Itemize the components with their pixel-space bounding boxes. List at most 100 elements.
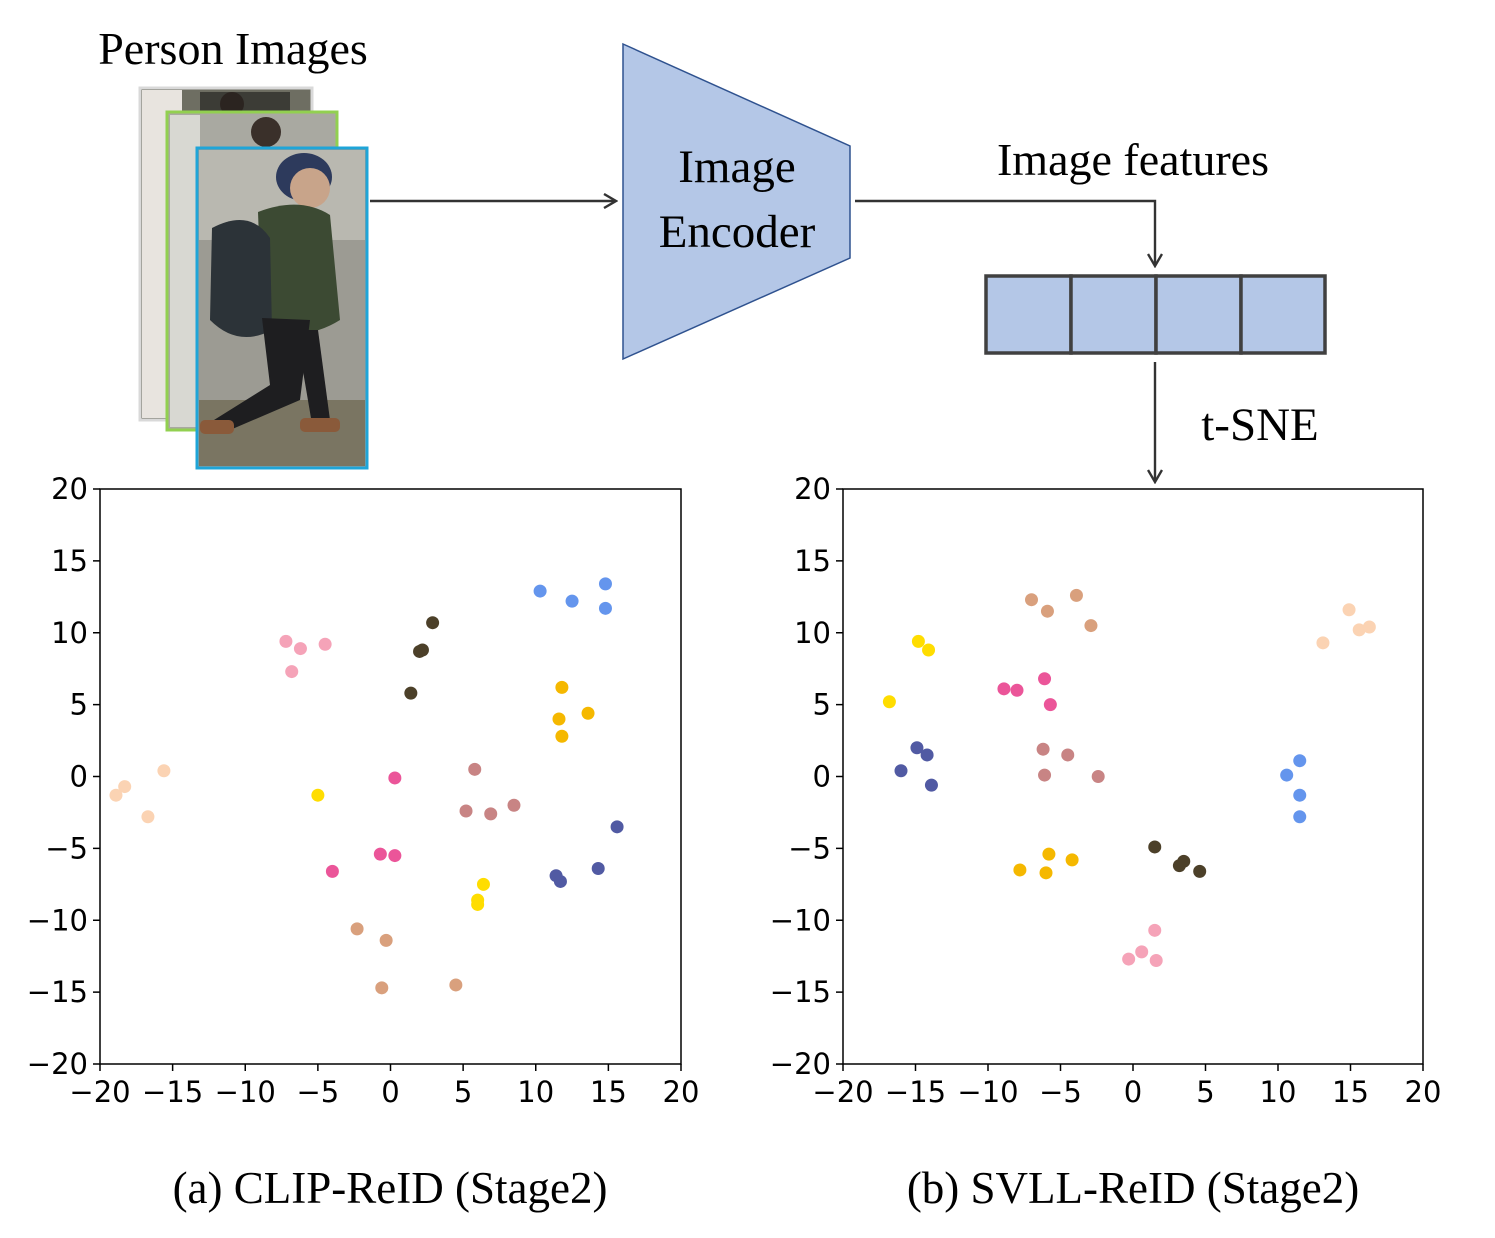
scatter-point-cluster-7: [373, 847, 387, 861]
feature-cell: [1069, 274, 1158, 355]
person-images-label: Person Images: [98, 23, 368, 74]
scatter-point-cluster-3: [404, 686, 418, 700]
y-tick-label: −15: [770, 975, 831, 1009]
scatter-point-cluster-1: [285, 665, 299, 679]
scatter-point-cluster-1: [1084, 619, 1098, 633]
scatter-point-cluster-10: [591, 862, 605, 875]
scatter-point-cluster-4: [533, 584, 547, 598]
scatter-point-cluster-2: [1342, 603, 1356, 617]
scatter-point-cluster-7: [1293, 810, 1307, 824]
x-tick-label: 10: [1260, 1075, 1297, 1109]
y-tick-label: −5: [45, 831, 88, 865]
scatter-point-cluster-1: [1069, 588, 1083, 602]
scatter-point-cluster-4: [598, 577, 612, 591]
scatter-point-cluster-4: [1010, 683, 1024, 697]
y-tick-label: −20: [27, 1047, 88, 1081]
scatter-point-cluster-1: [293, 642, 307, 656]
scatter-point-cluster-6: [1038, 768, 1052, 782]
y-tick-label: 15: [51, 544, 88, 578]
scatter-point-cluster-2: [1316, 636, 1330, 650]
scatter-point-cluster-2: [1352, 623, 1366, 637]
encoder-label-line1: Image: [678, 141, 795, 193]
person-jacket: [258, 204, 340, 334]
scatter-point-cluster-4: [1043, 698, 1057, 712]
scatter-point-cluster-10: [1149, 954, 1163, 967]
x-tick-label: −15: [885, 1075, 946, 1109]
scatter-point-cluster-5: [910, 741, 924, 755]
scatter-point-cluster-2: [109, 788, 123, 802]
scatter-point-cluster-2: [118, 780, 132, 794]
x-tick-label: 0: [1124, 1075, 1142, 1109]
x-tick-label: 15: [590, 1075, 627, 1109]
scatter-point-cluster-5: [555, 680, 569, 694]
x-tick-label: 10: [517, 1075, 554, 1109]
plot-frame: [842, 488, 1424, 1065]
scatter-point-cluster-5: [920, 748, 934, 762]
scatter-point-cluster-5: [924, 778, 938, 792]
scatter-point-cluster-4: [565, 594, 579, 608]
y-tick-label: −5: [788, 831, 831, 865]
scatter-point-cluster-6: [1061, 748, 1075, 762]
scatter-point-cluster-6: [471, 897, 485, 911]
scatter-point-cluster-7: [1280, 768, 1294, 782]
scatter-point-cluster-9: [1193, 864, 1207, 878]
person-photo-front: [195, 146, 369, 470]
x-tick-label: 20: [1405, 1075, 1442, 1109]
person-photos-stack: [138, 86, 369, 470]
scatter-point-cluster-2: [1362, 620, 1376, 634]
scatter-point-cluster-8: [1065, 853, 1079, 867]
scatter-point-cluster-4: [598, 601, 612, 615]
y-tick-label: 0: [813, 760, 831, 794]
scatter-point-cluster-6: [1091, 770, 1105, 783]
scatter-point-cluster-9: [375, 981, 389, 995]
axis-ticks: −20 −15 −10 −5 0 5 10 15 20 20 15 10 5 0 −5 −10 −15 −20: [770, 472, 1442, 1109]
scatter-point-cluster-1: [1025, 593, 1038, 607]
scatter-point-cluster-9: [350, 922, 364, 936]
x-tick-label: 5: [1196, 1075, 1214, 1109]
scatter-point-cluster-7: [325, 864, 339, 878]
caption-svll-reid: (b) SVLL-ReID (Stage2): [907, 1163, 1359, 1213]
x-tick-label: −20: [69, 1075, 130, 1109]
scatter-point-cluster-6: [311, 788, 325, 802]
y-tick-label: 5: [813, 688, 831, 722]
person-shoe: [300, 418, 340, 432]
scatter-point-cluster-7: [388, 771, 402, 785]
scatter-point-cluster-3: [426, 616, 440, 630]
scatter-point-cluster-9: [1177, 854, 1191, 868]
y-tick-label: 5: [70, 688, 88, 722]
x-tick-label: −5: [1039, 1075, 1082, 1109]
scatter-point-cluster-4: [1038, 672, 1052, 686]
scatter-point-cluster-1: [318, 637, 332, 651]
feature-cell: [1154, 274, 1243, 355]
scatter-point-cluster-3: [911, 634, 925, 648]
scatter-point-cluster-7: [1293, 788, 1307, 802]
feature-vector: [984, 274, 1327, 355]
caption-clip-reid: (a) CLIP-ReID (Stage2): [173, 1163, 608, 1213]
scatter-point-cluster-7: [388, 849, 402, 863]
x-tick-label: −15: [142, 1075, 203, 1109]
y-tick-label: −10: [27, 903, 88, 937]
y-tick-label: 10: [51, 616, 88, 650]
y-tick-label: 15: [794, 544, 831, 578]
scatter-point-cluster-10: [1135, 945, 1149, 959]
scatter-point-cluster-1: [1040, 604, 1054, 618]
scatter-point-cluster-2: [141, 810, 155, 824]
scatter-point-cluster-10: [610, 820, 624, 834]
image-features-label: Image features: [997, 134, 1269, 185]
y-tick-label: −10: [770, 903, 831, 937]
x-tick-label: 0: [381, 1075, 399, 1109]
scatter-point-cluster-1: [279, 634, 293, 648]
scatter-point-cluster-10: [553, 874, 567, 888]
encoder-label-line2: Encoder: [659, 206, 816, 258]
scatter-point-cluster-8: [1042, 847, 1056, 861]
feature-cell: [984, 274, 1073, 355]
scatter-point-cluster-3: [922, 643, 936, 657]
scatter-point-cluster-5: [552, 712, 566, 726]
axis-ticks: −20 −15 −10 −5 0 5 10 15 20 20 15 10 5 0 −5 −10 −15 −20: [27, 472, 700, 1109]
scatter-point-cluster-6: [1036, 742, 1050, 756]
tsne-label: t-SNE: [1201, 399, 1319, 451]
x-tick-label: −10: [957, 1075, 1018, 1109]
scatter-point-cluster-8: [1039, 866, 1053, 880]
scatter-point-cluster-9: [379, 933, 393, 947]
